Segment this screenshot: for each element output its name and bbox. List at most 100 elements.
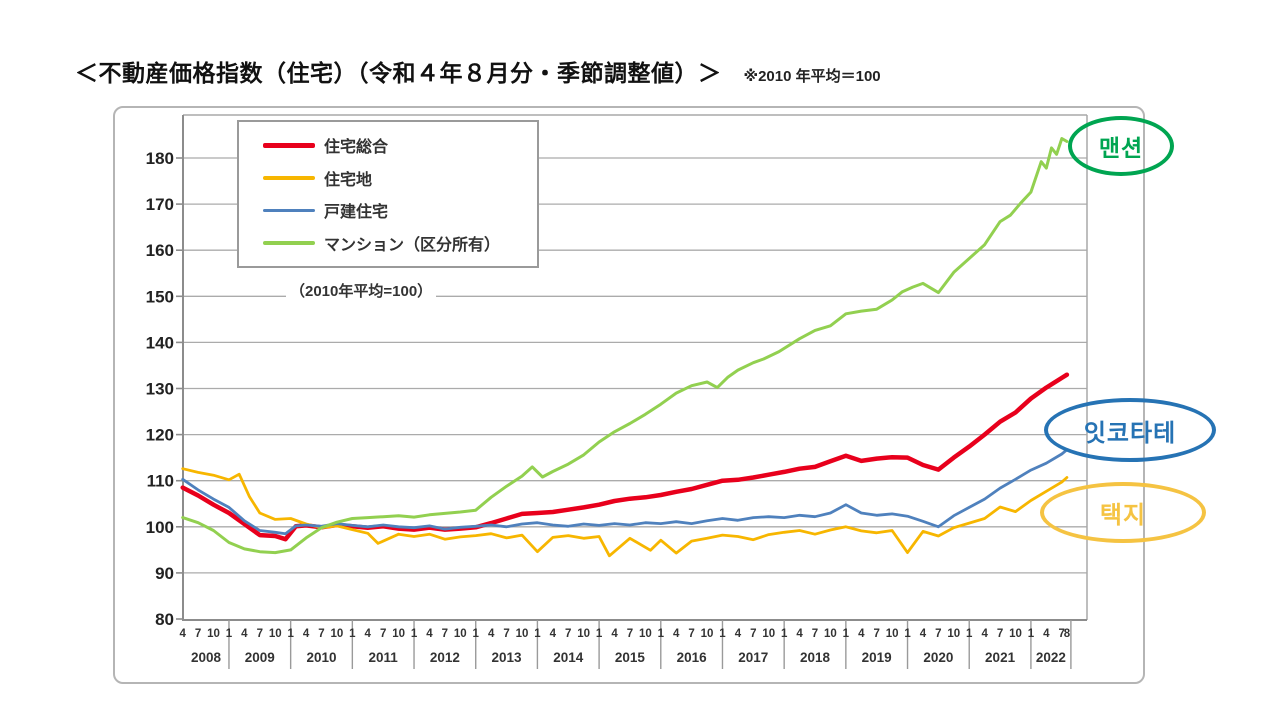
- x-year-label-2021: 2021: [985, 650, 1016, 665]
- x-month-label: 4: [241, 628, 248, 640]
- x-month-label: 7: [935, 628, 941, 640]
- x-month-label: 10: [1009, 628, 1022, 640]
- mansion-callout-oval: 맨션: [1068, 116, 1174, 176]
- x-year-label-2015: 2015: [615, 650, 646, 665]
- y-tick-label: 130: [146, 380, 174, 399]
- x-month-label: 10: [762, 628, 775, 640]
- x-month-label: 7: [873, 628, 879, 640]
- x-month-label: 10: [577, 628, 590, 640]
- base-year-note: （2010年平均=100）: [286, 279, 437, 302]
- x-year-label-2009: 2009: [245, 650, 275, 665]
- x-month-label: 4: [611, 628, 618, 640]
- y-tick-label: 100: [146, 518, 174, 537]
- x-month-label: 4: [550, 628, 557, 640]
- x-month-label: 7: [318, 628, 324, 640]
- x-month-label: 1: [596, 628, 603, 640]
- x-month-label: 1: [1028, 628, 1035, 640]
- y-tick-label: 120: [146, 426, 174, 445]
- x-month-label: 10: [392, 628, 405, 640]
- x-month-label: 10: [947, 628, 960, 640]
- x-month-label: 10: [701, 628, 714, 640]
- chart-header: ＜不動産価格指数（住宅）（令和４年８月分・季節調整値）＞ ※2010 年平均＝1…: [75, 54, 881, 88]
- x-month-label: 1: [411, 628, 418, 640]
- x-month-label: 4: [488, 628, 495, 640]
- x-month-label: 10: [269, 628, 282, 640]
- x-month-label: 4: [858, 628, 865, 640]
- x-month-label: 10: [207, 628, 220, 640]
- x-month-label: 1: [843, 628, 850, 640]
- x-month-label: 10: [886, 628, 899, 640]
- x-month-label: 4: [303, 628, 310, 640]
- x-year-label-2017: 2017: [738, 650, 768, 665]
- y-tick-label: 160: [146, 241, 174, 260]
- y-tick-label: 80: [155, 610, 174, 629]
- x-year-label-2012: 2012: [430, 650, 460, 665]
- page-subtitle: ※2010 年平均＝100: [743, 68, 881, 85]
- x-month-label: 4: [920, 628, 927, 640]
- x-year-label-2018: 2018: [800, 650, 831, 665]
- legend-label-residential-total: 住宅総合: [324, 139, 389, 157]
- legend-swatch-residential-land-icon: [263, 176, 315, 180]
- x-month-label: 10: [639, 628, 652, 640]
- legend-item-residential-total: 住宅総合: [239, 133, 537, 157]
- x-year-label-2014: 2014: [553, 650, 584, 665]
- x-month-label: 1: [966, 628, 973, 640]
- x-month-label: 1: [719, 628, 726, 640]
- legend-swatch-residential-total-icon: [263, 142, 315, 148]
- x-year-label-2010: 2010: [306, 650, 336, 665]
- x-month-label: 1: [473, 628, 480, 640]
- series-line-residential-land: [181, 467, 1069, 558]
- x-month-label: 1: [226, 628, 233, 640]
- x-month-label: 7: [442, 628, 448, 640]
- x-month-label: 7: [997, 628, 1003, 640]
- x-month-label: 7: [627, 628, 633, 640]
- x-month-label: 1: [534, 628, 541, 640]
- y-tick-label: 110: [147, 472, 174, 491]
- x-month-label: 1: [781, 628, 788, 640]
- ikkodate-callout-oval: 잇코타테: [1044, 398, 1216, 462]
- y-tick-label: 150: [146, 287, 174, 306]
- taekji-callout-label: 택지: [1099, 502, 1147, 529]
- x-month-label: 7: [503, 628, 509, 640]
- y-tick-label: 140: [146, 333, 174, 352]
- x-month-label: 7: [257, 628, 263, 640]
- x-month-label: 4: [735, 628, 742, 640]
- x-month-label: 10: [824, 628, 837, 640]
- taekji-callout-oval: 택지: [1040, 482, 1206, 543]
- legend-item-detached-house: 戸建住宅: [239, 198, 537, 222]
- x-month-label: 4: [426, 628, 433, 640]
- x-month-label: 7: [380, 628, 386, 640]
- page-title: ＜不動産価格指数（住宅）（令和４年８月分・季節調整値）＞: [75, 60, 722, 86]
- legend-label-condominium: マンション（区分所有）: [324, 236, 501, 254]
- x-month-label: 7: [750, 628, 756, 640]
- x-month-label: 10: [331, 628, 344, 640]
- series-line-condominium: [181, 137, 1069, 555]
- y-tick-label: 90: [155, 564, 174, 583]
- legend-label-detached-house: 戸建住宅: [324, 204, 389, 222]
- x-month-label: 7: [812, 628, 818, 640]
- legend-item-condominium: マンション（区分所有）: [239, 231, 537, 255]
- x-year-label-2022: 2022: [1036, 650, 1066, 665]
- x-month-label: 7: [565, 628, 571, 640]
- x-month-label: 7: [1059, 628, 1065, 640]
- x-month-label: 4: [981, 628, 988, 640]
- x-month-label: 10: [516, 628, 529, 640]
- x-year-label-2008: 2008: [191, 650, 222, 665]
- chart-legend: 住宅総合 住宅地 戸建住宅 マンション（区分所有）: [237, 120, 539, 268]
- x-month-label: 7: [688, 628, 694, 640]
- x-year-label-2016: 2016: [677, 650, 708, 665]
- x-month-label: 4: [796, 628, 803, 640]
- legend-swatch-detached-house-icon: [263, 208, 315, 212]
- x-year-label-2011: 2011: [369, 650, 399, 665]
- x-year-label-2019: 2019: [862, 650, 892, 665]
- legend-item-residential-land: 住宅地: [239, 166, 537, 190]
- x-month-label: 4: [1043, 628, 1050, 640]
- series-line-detached-house: [181, 448, 1069, 536]
- x-month-label: 1: [904, 628, 911, 640]
- x-month-label: 4: [365, 628, 372, 640]
- mansion-callout-label: 맨션: [1098, 135, 1144, 161]
- y-tick-label: 170: [146, 195, 174, 214]
- x-month-label: 10: [454, 628, 467, 640]
- x-year-label-2020: 2020: [923, 650, 953, 665]
